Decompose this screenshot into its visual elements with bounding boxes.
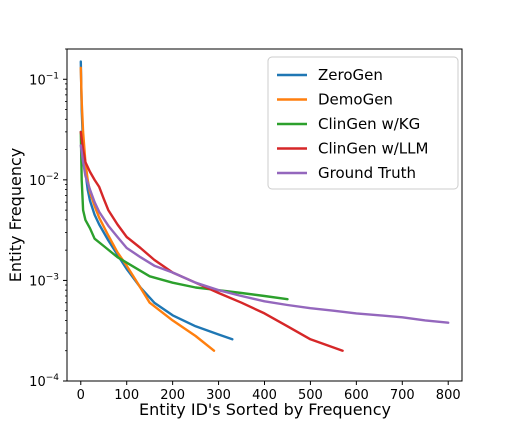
y-tick-label: 10−1 [29,71,59,88]
x-tick-label: 100 [114,388,139,403]
x-tick-label: 0 [77,388,85,403]
y-tick-base: 10 [29,73,46,88]
y-tick-base: 10 [29,375,46,390]
x-tick-label: 300 [206,388,231,403]
y-tick-exponent: −4 [46,373,60,383]
y-axis-label: Entity Frequency [6,148,25,282]
x-axis: 0 100 200 300 400 500 600 700 800 [77,381,461,403]
series-layer [79,60,450,352]
y-tick-label: 10−4 [29,373,59,390]
series-line-ground-truth [79,144,450,324]
y-tick-base: 10 [29,174,46,189]
series-line-demogen [79,66,216,352]
y-tick-exponent: −3 [46,272,59,282]
legend-label: ClinGen w/KG [318,115,420,133]
y-tick-exponent: −1 [46,71,59,81]
series-line-clingen-w-kg [79,130,289,301]
x-tick-label: 800 [436,388,461,403]
x-tick-label: 400 [252,388,277,403]
legend-label: DemoGen [318,91,393,109]
legend-label: ZeroGen [318,66,383,84]
x-tick-label: 500 [298,388,323,403]
legend: ZeroGen DemoGen ClinGen w/KG ClinGen w/LLM G… [267,56,459,190]
series-line-clingen-w-llm [79,130,344,352]
y-tick-label: 10−2 [29,172,59,189]
legend-label: Ground Truth [318,164,416,182]
y-tick-label: 10−3 [29,272,59,289]
x-axis-label: Entity ID's Sorted by Frequency [139,400,391,419]
y-tick-base: 10 [29,274,46,289]
x-tick-label: 700 [390,388,415,403]
y-tick-exponent: −2 [46,172,59,182]
legend-frame [267,56,459,190]
x-tick-label: 200 [160,388,185,403]
legend-label: ClinGen w/LLM [318,140,428,158]
y-axis: 10−110−210−310−4 [29,48,67,390]
x-tick-label: 600 [344,388,369,403]
